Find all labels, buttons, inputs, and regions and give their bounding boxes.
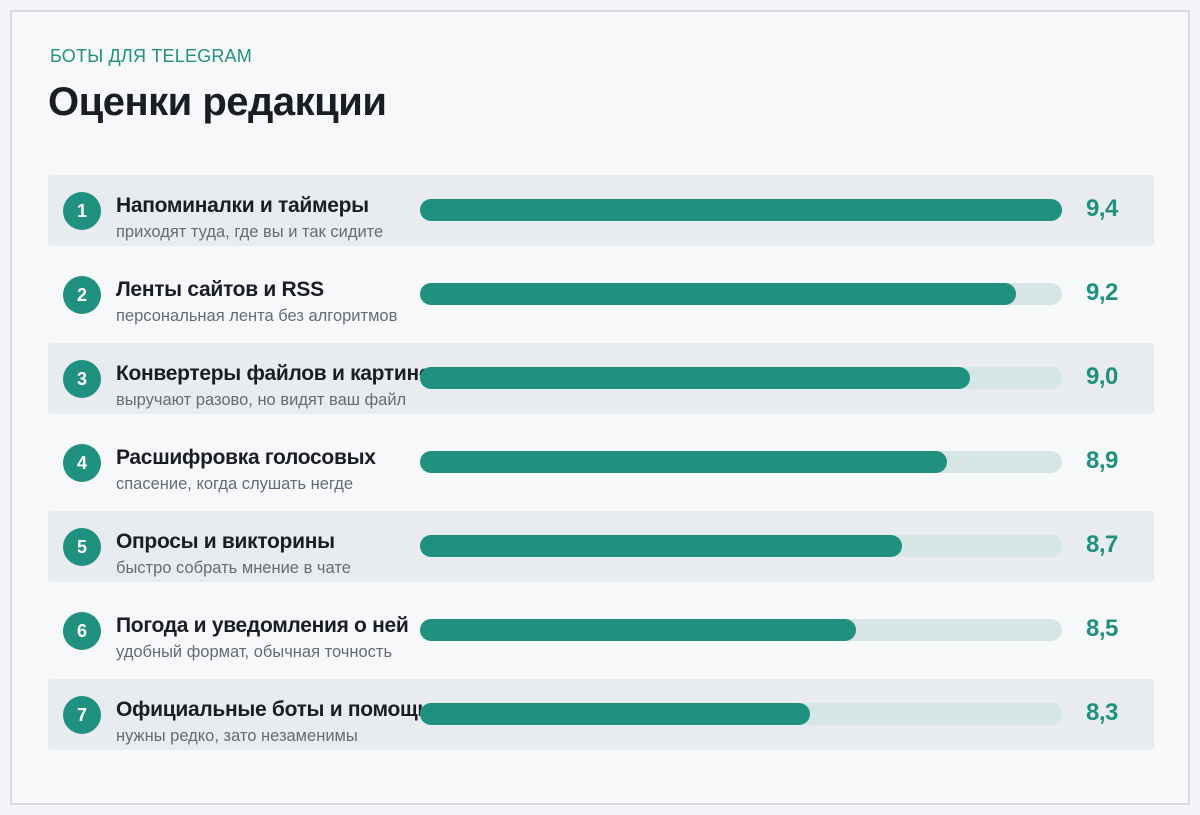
bar-fill (420, 367, 971, 389)
category-description: быстро собрать мнение в чате (116, 559, 351, 577)
chart-row: 2 Ленты сайтов и RSS персональная лента … (48, 259, 1154, 330)
bar-track (420, 367, 1062, 389)
rank-badge: 2 (63, 276, 101, 314)
category-description: персональная лента без алгоритмов (116, 307, 398, 325)
chart-row: 4 Расшифровка голосовых спасение, когда … (48, 427, 1154, 498)
bar-fill (420, 451, 948, 473)
chart-row: 6 Погода и уведомления о ней удобный фор… (48, 595, 1154, 666)
score-label: 8,7 (1086, 531, 1118, 558)
score-label: 9,4 (1086, 195, 1118, 222)
category-description: нужны редко, зато незаменимы (116, 727, 358, 745)
category-name: Официальные боты и помощники (116, 698, 428, 721)
chart-row: 1 Напоминалки и таймеры приходят туда, г… (48, 175, 1154, 246)
bar-track (420, 451, 1062, 473)
rank-badge: 6 (63, 612, 101, 650)
category-description: удобный формат, обычная точность (116, 643, 393, 661)
category-description: приходят туда, где вы и так сидите (116, 223, 384, 241)
rank-badge: 3 (63, 360, 101, 398)
rank-badge: 1 (63, 192, 101, 230)
bar-track (420, 199, 1062, 221)
rank-badge: 4 (63, 444, 101, 482)
ratings-chart: 1 Напоминалки и таймеры приходят туда, г… (48, 175, 1154, 763)
bar-track (420, 535, 1062, 557)
chart-row: 5 Опросы и викторины быстро собрать мнен… (48, 511, 1154, 582)
kicker: БОТЫ ДЛЯ TELEGRAM (50, 46, 252, 66)
category-name: Погода и уведомления о ней (116, 614, 409, 637)
category-name: Расшифровка голосовых (116, 446, 376, 469)
chart-row: 7 Официальные боты и помощники нужны ред… (48, 679, 1154, 750)
category-name: Опросы и викторины (116, 530, 335, 553)
chart-row: 3 Конвертеры файлов и картинок выручают … (48, 343, 1154, 414)
bar-fill (420, 703, 810, 725)
category-description: спасение, когда слушать негде (116, 475, 353, 493)
bar-track (420, 703, 1062, 725)
bar-track (420, 283, 1062, 305)
ratings-card: БОТЫ ДЛЯ TELEGRAM Оценки редакции 1 Напо… (10, 10, 1190, 805)
score-label: 8,3 (1086, 699, 1118, 726)
score-label: 9,0 (1086, 363, 1118, 390)
bar-track (420, 619, 1062, 641)
rank-badge: 5 (63, 528, 101, 566)
row-label: Официальные боты и помощники нужны редко… (116, 697, 428, 747)
score-label: 8,5 (1086, 615, 1118, 642)
score-label: 8,9 (1086, 447, 1118, 474)
rank-badge: 7 (63, 696, 101, 734)
row-label: Опросы и викторины быстро собрать мнение… (116, 529, 428, 579)
score-label: 9,2 (1086, 279, 1118, 306)
bar-fill (420, 535, 902, 557)
row-label: Расшифровка голосовых спасение, когда сл… (116, 445, 428, 495)
row-label: Конвертеры файлов и картинок выручают ра… (116, 361, 428, 411)
bar-fill (420, 283, 1017, 305)
bar-fill (420, 619, 856, 641)
category-name: Конвертеры файлов и картинок (116, 362, 428, 385)
row-label: Погода и уведомления о ней удобный форма… (116, 613, 428, 663)
page-title: Оценки редакции (48, 80, 387, 124)
category-description: выручают разово, но видят ваш файл (116, 391, 407, 409)
row-label: Напоминалки и таймеры приходят туда, где… (116, 193, 428, 243)
category-name: Ленты сайтов и RSS (116, 278, 324, 301)
bar-fill (420, 199, 1062, 221)
category-name: Напоминалки и таймеры (116, 194, 369, 217)
row-label: Ленты сайтов и RSS персональная лента бе… (116, 277, 428, 327)
